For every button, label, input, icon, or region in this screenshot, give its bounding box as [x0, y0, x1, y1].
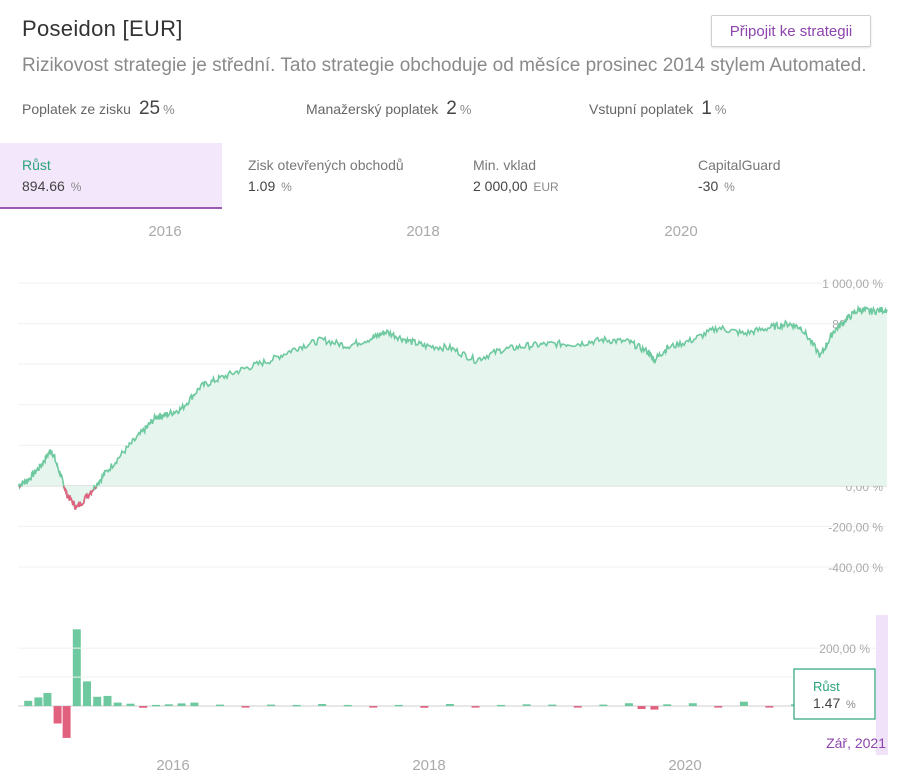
management-fee-unit: % [459, 102, 472, 117]
top-year-label: 2018 [406, 223, 439, 240]
stat-tab-min-deposit[interactable]: Min. vklad 2 000,00 EUR [473, 143, 683, 209]
stat-open-profit-unit: % [281, 180, 292, 194]
monthly-bar[interactable] [318, 704, 327, 706]
monthly-bar[interactable] [471, 706, 480, 708]
chart-hover-band [876, 615, 888, 755]
tooltip-box [793, 668, 876, 720]
growth-tooltip: Růst 1.47 % [793, 668, 876, 720]
monthly-bar[interactable] [497, 704, 506, 707]
stat-open-profit-label: Zisk otevřených obchodů [248, 157, 404, 173]
monthly-bar[interactable] [62, 706, 71, 738]
management-fee-value: 2 [446, 98, 457, 119]
monthly-bar[interactable] [663, 704, 672, 706]
join-strategy-button[interactable]: Připojit ke strategii [711, 15, 871, 47]
stat-capitalguard-unit: % [724, 180, 735, 194]
monthly-bar[interactable] [637, 706, 646, 709]
monthly-bar[interactable] [267, 704, 275, 707]
monthly-bar[interactable] [190, 702, 199, 707]
entry-fee-label: Vstupní poplatek [589, 101, 694, 117]
monthly-bar[interactable] [599, 704, 608, 707]
monthly-bar[interactable] [53, 706, 62, 724]
monthly-bar[interactable] [420, 706, 429, 708]
stat-growth-value: 894.66 [22, 178, 65, 194]
monthly-bar[interactable] [573, 706, 582, 708]
monthly-bar[interactable] [93, 696, 102, 707]
monthly-bar[interactable] [241, 706, 250, 708]
top-year-label: 2016 [148, 223, 181, 240]
monthly-bar[interactable] [394, 704, 403, 707]
bar-x-tick-label: 2018 [412, 757, 445, 774]
monthly-bar[interactable] [445, 704, 454, 706]
monthly-bar[interactable] [113, 702, 122, 707]
monthly-bar[interactable] [34, 697, 43, 707]
stat-open-profit-value: 1.09 [248, 178, 276, 194]
monthly-bar[interactable] [522, 704, 531, 706]
growth-line [17, 304, 888, 511]
stat-capitalguard-value: -30 [698, 178, 719, 194]
tooltip-value: 1.47 [813, 695, 840, 711]
monthly-bar[interactable] [126, 703, 135, 706]
monthly-bar[interactable] [765, 706, 774, 708]
profit-fee-label: Poplatek ze zisku [22, 101, 131, 117]
bar-x-tick-label: 2016 [156, 757, 189, 774]
entry-fee: Vstupní poplatek 1% [589, 98, 726, 120]
y-tick-label: -400,00 % [828, 561, 883, 575]
tooltip-label: Růst [813, 679, 840, 694]
monthly-bar[interactable] [24, 700, 33, 706]
stat-min-deposit-value: 2 000,00 [473, 178, 528, 194]
monthly-bar[interactable] [739, 701, 748, 706]
monthly-bar[interactable] [215, 704, 224, 707]
profit-fee: Poplatek ze zisku 25% [22, 98, 175, 120]
management-fee-label: Manažerský poplatek [306, 101, 439, 117]
profit-fee-unit: % [163, 102, 175, 117]
monthly-bar[interactable] [83, 681, 91, 706]
growth-line-negative [18, 485, 97, 511]
monthly-bar[interactable] [164, 704, 173, 706]
monthly-bar[interactable] [624, 703, 633, 707]
stat-min-deposit-unit: EUR [533, 180, 559, 194]
entry-fee-unit: % [714, 102, 727, 117]
bar-y-tick-label: 200,00 % [819, 642, 870, 656]
stat-growth-label: Růst [22, 157, 51, 173]
stat-capitalguard-label: CapitalGuard [698, 157, 781, 173]
top-year-label: 2020 [664, 223, 697, 240]
profit-fee-value: 25 [138, 98, 161, 119]
monthly-bar[interactable] [650, 706, 659, 710]
monthly-bar[interactable] [177, 703, 186, 706]
monthly-bar[interactable] [152, 704, 160, 707]
tooltip-unit: % [846, 699, 856, 711]
stat-growth-unit: % [70, 180, 82, 194]
stat-tab-capitalguard[interactable]: CapitalGuard -30 % [698, 143, 888, 209]
stat-tab-growth[interactable]: Růst 894.66 % [0, 143, 222, 209]
monthly-bar[interactable] [548, 704, 557, 707]
management-fee: Manažerský poplatek 2% [306, 98, 471, 120]
y-tick-label: -200,00 % [828, 520, 883, 534]
strategy-description: Rizikovost strategie je střední. Tato st… [22, 55, 867, 76]
monthly-bar[interactable] [369, 706, 378, 708]
date-label: Zář, 2021 [826, 735, 886, 751]
entry-fee-value: 1 [701, 98, 712, 119]
monthly-bar[interactable] [688, 703, 697, 707]
growth-area [18, 307, 887, 510]
monthly-bar[interactable] [103, 695, 112, 706]
monthly-bar[interactable] [343, 704, 352, 707]
bar-x-tick-label: 2020 [668, 757, 701, 774]
page-title: Poseidon [EUR] [22, 16, 183, 41]
stat-tab-open-profit[interactable]: Zisk otevřených obchodů 1.09 % [248, 143, 458, 209]
monthly-bar[interactable] [43, 693, 52, 706]
monthly-bar[interactable] [139, 706, 148, 708]
stat-min-deposit-label: Min. vklad [473, 157, 537, 173]
monthly-bar[interactable] [72, 629, 81, 706]
y-tick-label: 1 000,00 % [822, 277, 883, 291]
monthly-bar[interactable] [292, 704, 301, 707]
monthly-bar[interactable] [714, 706, 723, 708]
